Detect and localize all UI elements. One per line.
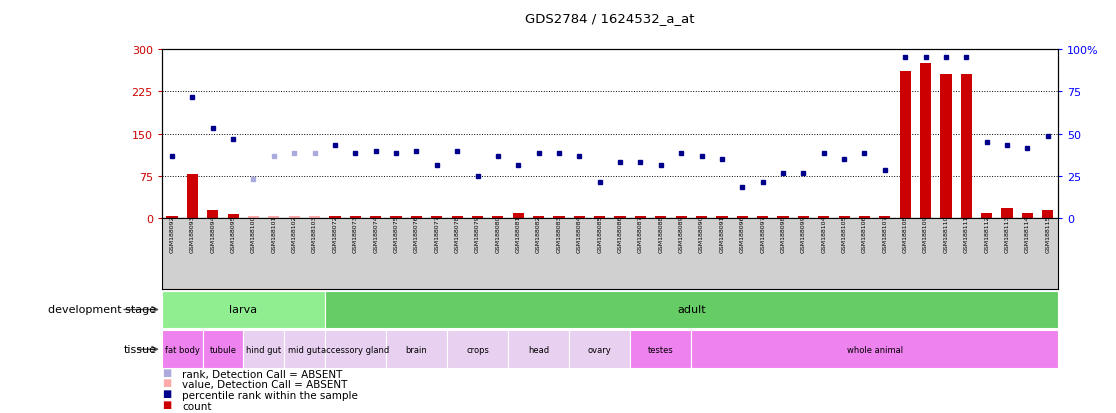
- Bar: [248, 217, 259, 219]
- Bar: [472, 217, 483, 219]
- Bar: [492, 217, 503, 219]
- Bar: [981, 213, 992, 219]
- Bar: [533, 217, 545, 219]
- Bar: [283, 330, 325, 368]
- Bar: [208, 211, 219, 219]
- Text: larva: larva: [229, 305, 258, 315]
- Bar: [675, 217, 686, 219]
- Bar: [162, 330, 202, 368]
- Bar: [329, 216, 340, 219]
- Bar: [1022, 213, 1033, 219]
- Bar: [691, 330, 1058, 368]
- Text: count: count: [182, 401, 211, 411]
- Bar: [941, 75, 952, 219]
- Text: ■: ■: [162, 377, 171, 387]
- Bar: [268, 217, 279, 219]
- Bar: [228, 214, 239, 219]
- Text: head: head: [528, 345, 549, 354]
- Bar: [838, 217, 849, 219]
- Bar: [203, 330, 243, 368]
- Bar: [655, 217, 666, 219]
- Bar: [325, 291, 1058, 328]
- Bar: [879, 217, 891, 219]
- Bar: [631, 330, 691, 368]
- Bar: [615, 217, 626, 219]
- Bar: [325, 330, 386, 368]
- Bar: [411, 217, 422, 219]
- Bar: [737, 217, 748, 219]
- Bar: [569, 330, 631, 368]
- Text: mid gut: mid gut: [288, 345, 320, 354]
- Text: fat body: fat body: [165, 345, 200, 354]
- Text: accessory gland: accessory gland: [321, 345, 389, 354]
- Text: testes: testes: [648, 345, 674, 354]
- Bar: [778, 217, 789, 219]
- Bar: [716, 217, 728, 219]
- Bar: [696, 217, 708, 219]
- Bar: [243, 330, 283, 368]
- Bar: [757, 217, 768, 219]
- Bar: [452, 217, 463, 219]
- Bar: [446, 330, 508, 368]
- Text: ■: ■: [162, 367, 171, 377]
- Bar: [798, 216, 809, 219]
- Text: ovary: ovary: [588, 345, 612, 354]
- Bar: [1001, 209, 1012, 219]
- Bar: [554, 217, 565, 219]
- Bar: [574, 217, 585, 219]
- Bar: [386, 330, 446, 368]
- Text: whole animal: whole animal: [847, 345, 903, 354]
- Bar: [899, 72, 911, 219]
- Text: tubule: tubule: [210, 345, 237, 354]
- Text: ■: ■: [162, 388, 171, 398]
- Text: brain: brain: [405, 345, 427, 354]
- Text: value, Detection Call = ABSENT: value, Detection Call = ABSENT: [182, 380, 347, 389]
- Bar: [1042, 211, 1054, 219]
- Bar: [859, 217, 870, 219]
- Bar: [349, 217, 360, 219]
- Bar: [512, 213, 523, 219]
- Bar: [371, 217, 382, 219]
- Bar: [166, 216, 177, 219]
- Bar: [961, 75, 972, 219]
- Bar: [431, 217, 442, 219]
- Bar: [391, 216, 402, 219]
- Bar: [186, 175, 198, 219]
- Text: ■: ■: [162, 399, 171, 409]
- Text: tissue: tissue: [123, 344, 156, 354]
- Bar: [309, 217, 320, 219]
- Bar: [508, 330, 569, 368]
- Bar: [635, 217, 646, 219]
- Text: adult: adult: [677, 305, 705, 315]
- Text: rank, Detection Call = ABSENT: rank, Detection Call = ABSENT: [182, 369, 343, 379]
- Text: development stage: development stage: [48, 305, 156, 315]
- Text: hind gut: hind gut: [247, 345, 281, 354]
- Text: GDS2784 / 1624532_a_at: GDS2784 / 1624532_a_at: [526, 12, 694, 25]
- Bar: [289, 216, 300, 219]
- Bar: [594, 217, 605, 219]
- Text: percentile rank within the sample: percentile rank within the sample: [182, 390, 358, 400]
- Text: crops: crops: [466, 345, 489, 354]
- Bar: [920, 64, 931, 219]
- Bar: [818, 217, 829, 219]
- Bar: [162, 291, 325, 328]
